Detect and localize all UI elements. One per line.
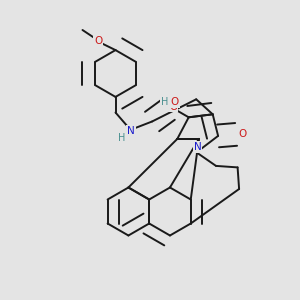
Text: N: N xyxy=(127,125,135,136)
Text: H: H xyxy=(161,97,168,107)
Text: O: O xyxy=(169,101,177,112)
Text: N: N xyxy=(194,142,201,152)
Text: O: O xyxy=(170,97,179,107)
Text: O: O xyxy=(94,35,102,46)
Text: O: O xyxy=(238,129,247,139)
Text: H: H xyxy=(118,133,125,143)
